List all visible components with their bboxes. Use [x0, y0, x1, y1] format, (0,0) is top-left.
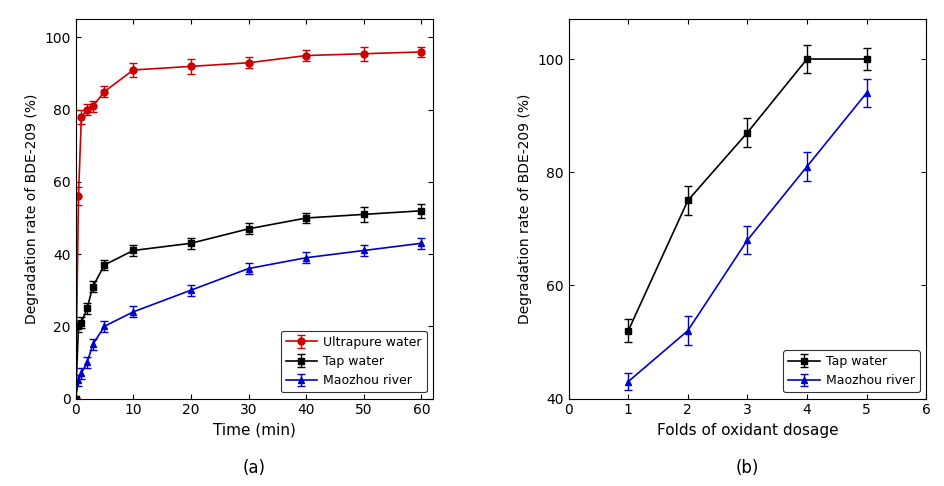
- Y-axis label: Degradation rate of BDE-209 (%): Degradation rate of BDE-209 (%): [25, 94, 39, 324]
- X-axis label: Time (min): Time (min): [212, 423, 295, 438]
- Legend: Ultrapure water, Tap water, Maozhou river: Ultrapure water, Tap water, Maozhou rive…: [280, 331, 427, 392]
- X-axis label: Folds of oxidant dosage: Folds of oxidant dosage: [656, 423, 837, 438]
- Text: (b): (b): [735, 459, 758, 477]
- Legend: Tap water, Maozhou river: Tap water, Maozhou river: [783, 350, 919, 392]
- Y-axis label: Degradation rate of BDE-209 (%): Degradation rate of BDE-209 (%): [517, 94, 531, 324]
- Text: (a): (a): [243, 459, 265, 477]
